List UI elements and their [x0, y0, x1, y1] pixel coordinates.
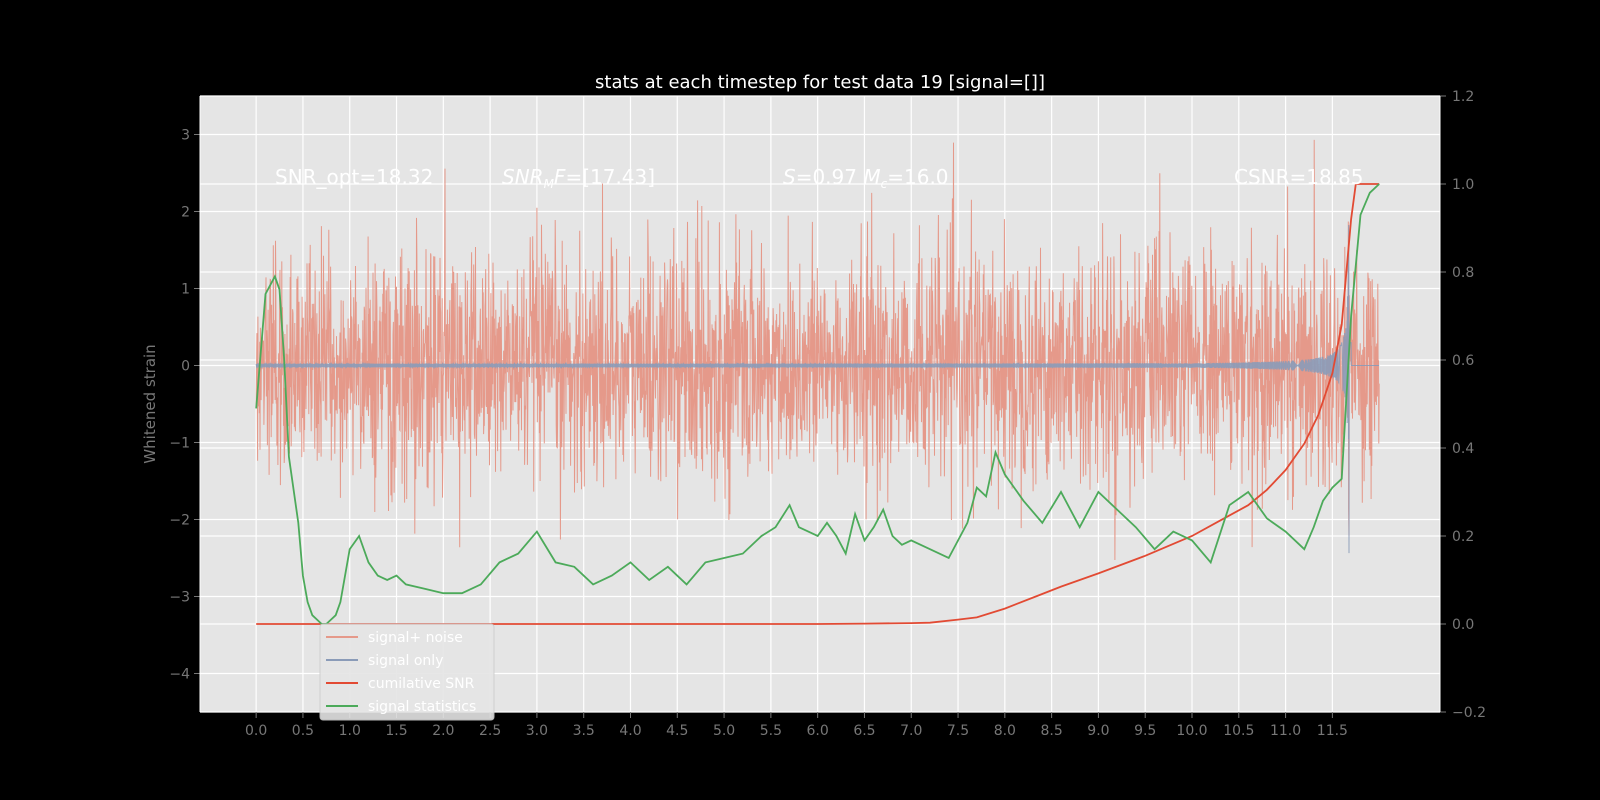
legend-label: cumilative SNR: [368, 676, 475, 692]
x-tick-label: 10.0: [1176, 723, 1207, 739]
y-tick-label: 0: [181, 359, 190, 375]
x-tick-label: 0.5: [292, 723, 314, 739]
series-signal-only: [255, 224, 1380, 554]
y-tick-label: −1: [169, 436, 190, 452]
annotation-s-mc: S=0.97 Mc=16.0: [783, 165, 949, 191]
y-tick-label: 1: [181, 282, 190, 298]
y-tick-label: 3: [181, 128, 190, 144]
x-tick-label: 6.5: [853, 723, 875, 739]
legend-label: signal only: [368, 653, 443, 669]
chart-title: stats at each timestep for test data 19 …: [595, 72, 1045, 93]
x-tick-label: 9.0: [1087, 723, 1109, 739]
y-right-tick-label: 0.4: [1452, 441, 1474, 457]
x-tick-label: 11.5: [1317, 723, 1348, 739]
x-tick-label: 2.0: [432, 723, 454, 739]
annotation-snr-opt: SNR_opt=18.32: [275, 165, 433, 189]
y-tick-label: −2: [169, 513, 190, 529]
annotation-snr-mf: SNRMF=[17.43]: [502, 165, 655, 191]
legend: signal+ noise signal only cumilative SNR si…: [319, 623, 495, 721]
x-tick-label: 2.5: [479, 723, 501, 739]
legend-label: signal statistics: [368, 699, 476, 715]
x-tick-label: 3.0: [526, 723, 548, 739]
y-tick-label: 2: [181, 205, 190, 221]
x-tick-label: 11.0: [1270, 723, 1301, 739]
annotations: SNR_opt=18.32 SNRMF=[17.43] S=0.97 Mc=16.0…: [275, 165, 1364, 191]
legend-label: signal+ noise: [368, 630, 463, 646]
x-tick-label: 6.0: [807, 723, 829, 739]
series-signal-statistics: [255, 183, 1380, 625]
x-tick-label: 8.0: [994, 723, 1016, 739]
x-tick-label: 9.5: [1134, 723, 1156, 739]
x-tick-label: 8.5: [1040, 723, 1062, 739]
x-tick-label: 1.5: [385, 723, 407, 739]
y-right-tick-label: 0.2: [1452, 529, 1474, 545]
y-right-tick-label: 0.0: [1452, 617, 1474, 633]
y-tick-label: −4: [169, 667, 190, 683]
x-tick-label: 1.0: [339, 723, 361, 739]
series-signal-noise: [255, 139, 1380, 561]
legend-box: [319, 623, 495, 721]
x-tick-label: 7.5: [947, 723, 969, 739]
y-right-tick-label: 1.2: [1452, 89, 1474, 105]
y-right-tick-label: 1.0: [1452, 177, 1474, 193]
cumulative-snr-series: [256, 183, 1380, 625]
y-right-tick-label: 0.8: [1452, 265, 1474, 281]
annotation-csnr: CSNR=18.85: [1234, 165, 1364, 189]
x-tick-label: 5.5: [760, 723, 782, 739]
axes: 0.0 0.5 1.0 1.5 2.0 2.5 3.0 3.5 4.0 4.5 5.0 5.5 6.0 6…: [169, 89, 1486, 739]
y-right-tick-label: 0.6: [1452, 353, 1474, 369]
noise-series: [255, 139, 1380, 561]
x-tick-label: 10.5: [1223, 723, 1254, 739]
x-tick-label: 5.0: [713, 723, 735, 739]
x-tick-label: 4.0: [619, 723, 641, 739]
x-tick-label: 7.0: [900, 723, 922, 739]
series-cumulative-snr: [256, 183, 1380, 625]
signal-series: [255, 224, 1380, 554]
x-tick-label: 4.5: [666, 723, 688, 739]
y-axis-label: Whitened strain: [141, 344, 159, 463]
signal-statistics-series: [255, 183, 1380, 625]
x-tick-label: 3.5: [573, 723, 595, 739]
y-right-tick-label: −0.2: [1452, 705, 1486, 721]
y-tick-label: −3: [169, 590, 190, 606]
x-tick-label: 0.0: [245, 723, 267, 739]
